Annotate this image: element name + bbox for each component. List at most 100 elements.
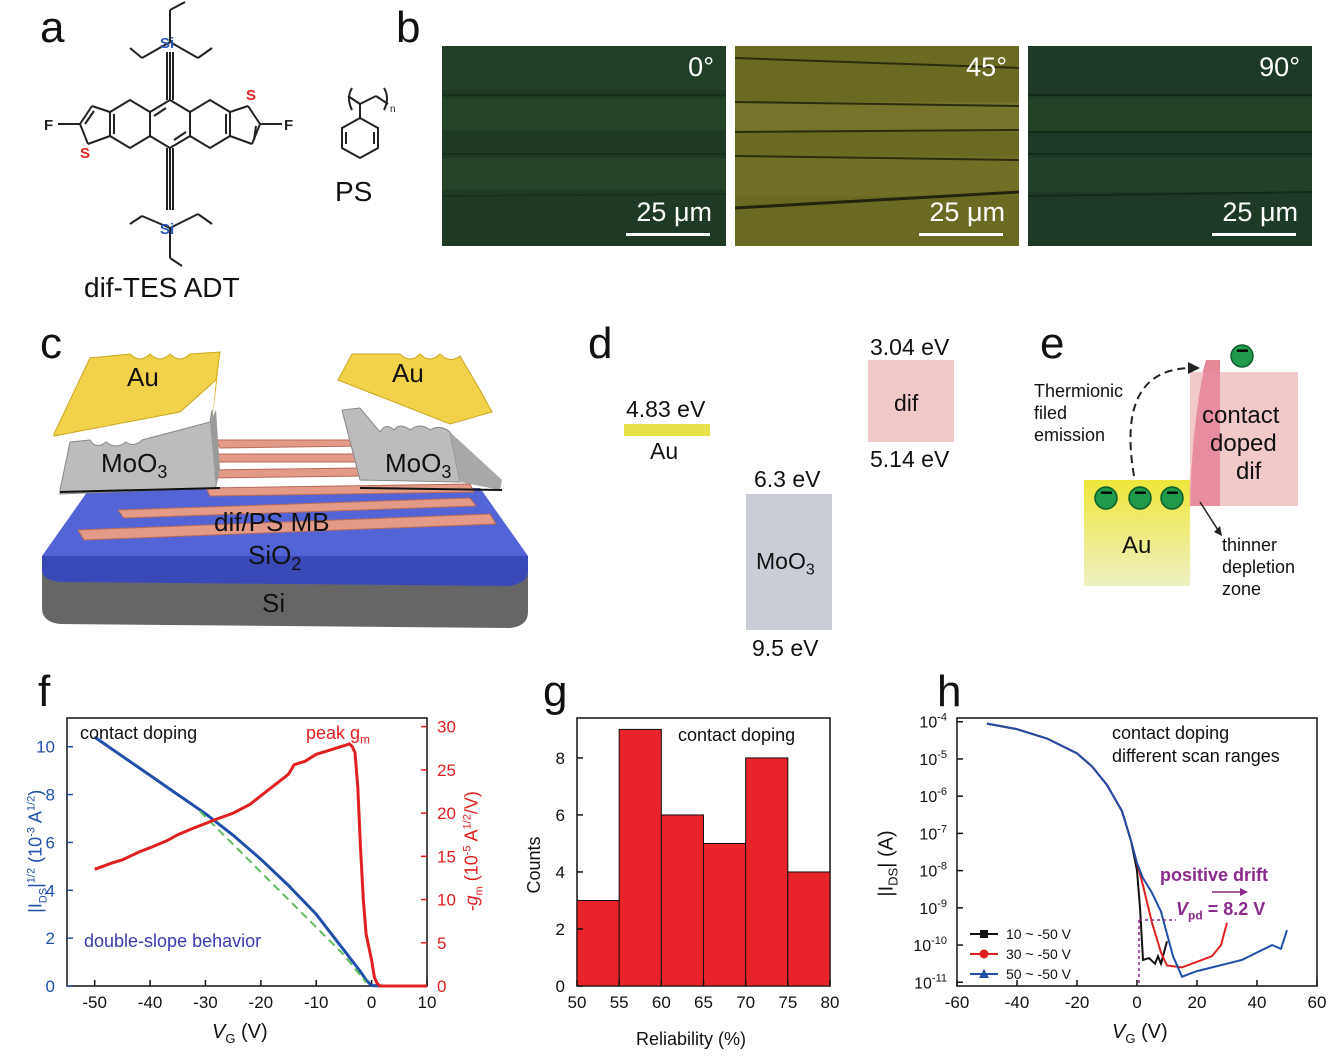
si-label: Si: [262, 588, 286, 618]
x-tick-label: 70: [736, 993, 755, 1012]
g-xlabel: Reliability (%): [636, 1029, 747, 1049]
series-line-2: [986, 722, 1288, 978]
moo3-band-name: MoO3: [756, 548, 815, 579]
histogram-bar: [745, 757, 789, 987]
f-annot-peak: peak gm: [306, 723, 371, 747]
micrograph-90deg-texture: [1028, 46, 1312, 246]
si-atom-bottom: Si: [160, 221, 174, 238]
y-left-tick-label: 2: [46, 929, 55, 948]
n-subscript: n: [390, 104, 396, 115]
molecule-name: dif-TES ADT: [84, 272, 240, 303]
g-annot: contact doping: [678, 725, 796, 745]
depletion-line2: depletion: [1222, 557, 1296, 577]
panel-label-g: g: [543, 667, 568, 716]
scale-bar: [626, 233, 710, 236]
y-right-tick-label: 30: [437, 718, 456, 737]
x-tick-label: 40: [1248, 993, 1267, 1012]
y-tick-label: 10-11: [914, 972, 947, 992]
electron-sign: −: [1166, 480, 1179, 505]
f-ylabel-left: |IDS|1/2 (10-3 A1/2): [25, 789, 50, 913]
x-tick-label: 20: [1188, 993, 1207, 1012]
y-tick-label: 8: [556, 749, 565, 768]
electron-icon: [1230, 344, 1254, 368]
contact-line1: contact: [1202, 402, 1280, 429]
dif-lumo-value: 3.04 eV: [870, 334, 950, 360]
x-tick-label: 50: [568, 993, 587, 1012]
x-tick-label: -20: [249, 993, 274, 1012]
y-left-tick-label: 4: [46, 881, 55, 900]
contact-band-diagram: [1084, 344, 1298, 586]
x-tick-label: 60: [1308, 993, 1327, 1012]
series-line-0: [93, 735, 427, 988]
au-left-label: Au: [127, 362, 159, 392]
panel-label-d: d: [588, 319, 613, 368]
h-annot2: different scan ranges: [1112, 746, 1280, 766]
sio2-layer: [42, 556, 528, 586]
y-right-tick-label: 25: [437, 761, 456, 780]
dif-band-name: dif: [894, 390, 919, 416]
h-ylabel: |IDS| (A): [875, 830, 901, 897]
depletion-pointer: [1199, 501, 1219, 531]
contact-line2: doped: [1210, 430, 1277, 457]
y-right-tick-label: 0: [437, 977, 446, 996]
y-right-tick-label: 5: [437, 934, 446, 953]
s-atom-left: S: [80, 145, 90, 162]
thermionic-line1: Thermionic: [1034, 381, 1124, 401]
legend-label: 50 ~ -50 V: [1006, 966, 1072, 982]
thermionic-line2: filed: [1034, 403, 1068, 423]
histogram-bar: [703, 842, 747, 987]
au-work-function-value: 4.83 eV: [626, 396, 706, 422]
x-tick-label: 0: [1132, 993, 1141, 1012]
chart-g: 50 55 60 65 70 75 80 0 2 4 6 8: [556, 717, 840, 1012]
x-tick-label: 60: [652, 993, 671, 1012]
x-tick-label: 80: [821, 993, 840, 1012]
y-tick-label: 10-8: [919, 861, 947, 881]
chart-h: -60 -40 -20 0 20 40 60 10-4 10-5 10-6 10-7 10-8 10-9…: [913, 712, 1327, 1012]
legend-marker: [979, 949, 989, 959]
microbelt-label: dif/PS MB: [214, 507, 330, 537]
scale-bar: [1212, 233, 1296, 236]
panel-label-b: b: [396, 3, 421, 52]
sio2-label: SiO2: [248, 540, 302, 575]
moo3-cb-value: 6.3 eV: [754, 466, 821, 492]
histogram-bar: [576, 899, 620, 987]
y-tick-label: 6: [556, 806, 565, 825]
x-tick-label: 10: [418, 993, 437, 1012]
moo3-vb-value: 9.5 eV: [752, 635, 819, 661]
y-right-tick-label: 10: [437, 891, 456, 910]
emission-arrow: [1129, 367, 1191, 477]
angle-label: 0°: [688, 52, 714, 82]
moo3-left-label: MoO3: [101, 448, 168, 483]
depletion-line1: thinner: [1222, 535, 1278, 555]
f-ylabel-right: -gm (10-5 A1/2/V): [461, 791, 486, 912]
electron-icon: [1128, 486, 1152, 510]
scale-bar: [919, 233, 1003, 236]
histogram-bar: [618, 728, 662, 987]
x-tick-label: -40: [138, 993, 163, 1012]
s-atom-right: S: [246, 87, 256, 104]
y-tick-label: 4: [556, 863, 565, 882]
thermionic-line3: emission: [1034, 425, 1106, 445]
x-tick-label: -60: [945, 993, 970, 1012]
histogram-bar: [787, 871, 831, 987]
g-ylabel: Counts: [524, 836, 544, 894]
series-line-1: [199, 810, 367, 984]
device-schematic: [42, 351, 528, 628]
x-tick-label: -40: [1005, 993, 1030, 1012]
au-right-label: Au: [392, 358, 424, 388]
legend-marker: [980, 930, 988, 938]
molecule-structure: Si Si S S F F n: [44, 1, 396, 267]
h-drift-label: positive drift: [1160, 865, 1269, 885]
contact-line3: dif: [1236, 458, 1262, 485]
x-tick-label: 75: [778, 993, 797, 1012]
y-tick-label: 10-6: [919, 786, 947, 806]
panel-label-a: a: [40, 3, 65, 52]
f-atom-right: F: [284, 117, 293, 134]
micrograph-90deg: 90° 25 μm: [1028, 46, 1312, 246]
electron-icon: [1160, 486, 1184, 510]
scale-label: 25 μm: [1222, 197, 1298, 227]
f-annot-contact: contact doping: [80, 723, 198, 743]
au-level-name: Au: [650, 438, 679, 464]
y-right-tick-label: 20: [437, 804, 456, 823]
angle-label: 45°: [966, 52, 1007, 82]
